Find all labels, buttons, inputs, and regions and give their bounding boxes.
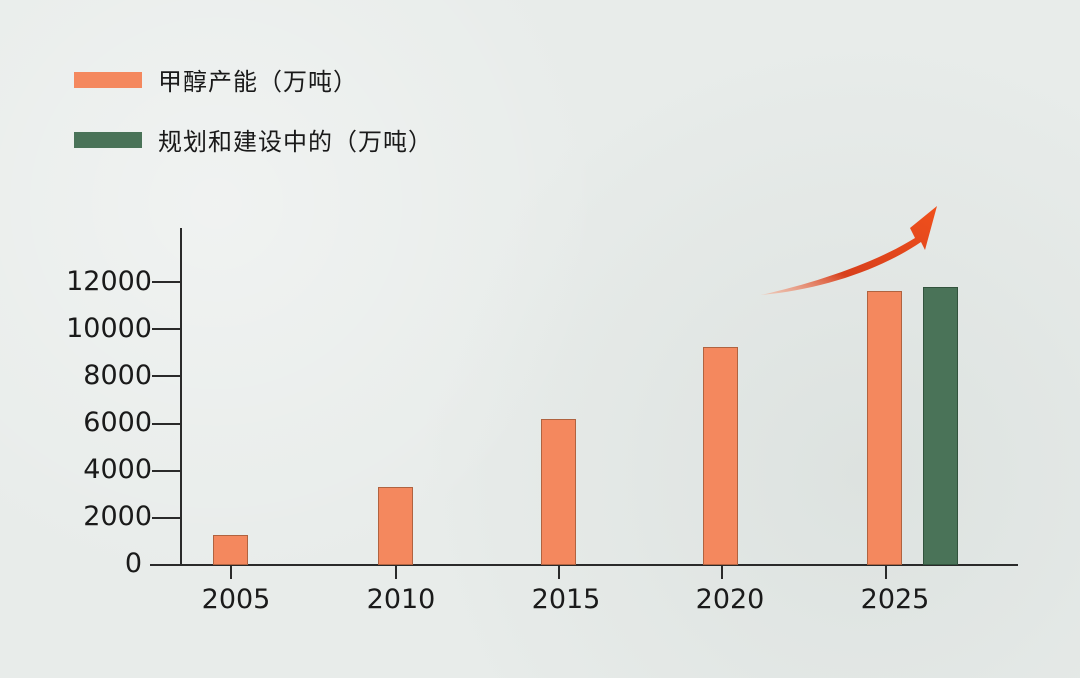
x-tick-label: 2015 [531,584,601,615]
x-tick-label: 2025 [860,584,930,615]
y-tick-label: 8000 [83,360,152,391]
bar-2015-capacity [541,419,576,565]
x-tick [885,565,887,579]
trend-up-arrow-icon [761,206,937,295]
bar-2020-capacity [703,347,738,565]
legend-item-capacity: 甲醇产能（万吨） [74,62,358,97]
x-tick [230,565,232,579]
legend-swatch-planned [74,131,142,148]
y-tick-label: 6000 [83,407,152,438]
legend-label-capacity: 甲醇产能（万吨） [158,68,358,96]
bar-2005-capacity [213,535,248,565]
x-tick-label: 2010 [366,584,436,615]
y-tick [152,470,180,472]
y-tick-label: 10000 [66,313,152,344]
y-tick-label: 0 [124,548,142,579]
y-tick [152,328,180,330]
x-tick [721,565,723,579]
y-tick [152,281,180,283]
x-tick-label: 2005 [201,584,271,615]
x-tick-label: 2020 [695,584,765,615]
y-tick-label: 12000 [66,266,152,297]
y-axis [180,228,182,566]
y-tick [152,423,180,425]
bar-2010-capacity [378,487,413,565]
y-tick [152,375,180,377]
legend-label-planned: 规划和建设中的（万吨） [158,128,433,156]
bar-2025-planned [923,287,958,565]
legend-item-planned: 规划和建设中的（万吨） [74,122,433,157]
legend-swatch-capacity [74,71,142,88]
y-tick [152,517,180,519]
bar-2025-capacity [867,291,902,565]
x-tick [558,565,560,579]
y-tick-label: 4000 [83,454,152,485]
y-tick-label: 2000 [83,501,152,532]
x-axis [150,564,1018,566]
x-tick [395,565,397,579]
